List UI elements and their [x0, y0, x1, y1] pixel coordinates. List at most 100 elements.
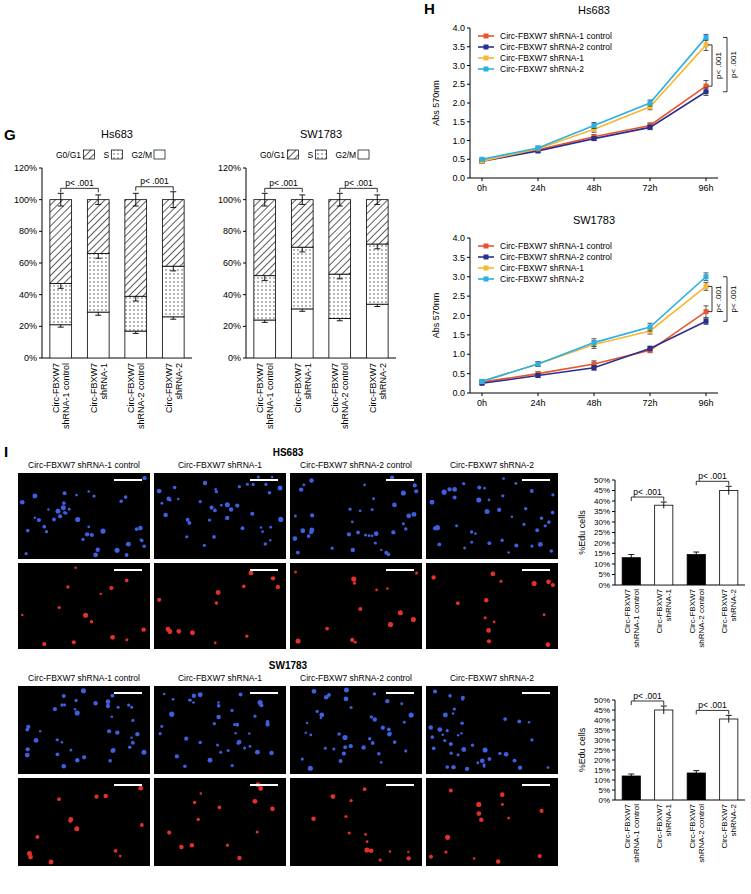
- error-cap: [374, 204, 380, 205]
- cell: [212, 535, 216, 539]
- y-tick-label: 0.0: [452, 173, 465, 183]
- scale-bar: [386, 479, 414, 481]
- cell: [74, 826, 79, 831]
- y-tick: [467, 334, 470, 335]
- x-tick-label: 48h: [586, 183, 601, 193]
- cell: [169, 712, 174, 717]
- cell: [208, 758, 213, 763]
- marker: [480, 379, 485, 384]
- y-tick: [39, 231, 42, 232]
- error-cap: [262, 280, 268, 281]
- cell: [246, 483, 249, 486]
- error-bar: [60, 193, 61, 206]
- cell: [66, 585, 69, 588]
- cell: [56, 752, 60, 756]
- cell: [74, 699, 77, 702]
- cell: [68, 508, 71, 511]
- marker: [704, 89, 709, 94]
- cell: [74, 708, 77, 711]
- x-tick-label: 72h: [642, 398, 657, 408]
- label-line: shRNA-2 control: [340, 363, 350, 429]
- cell: [451, 765, 455, 769]
- significance-bracket: [696, 481, 729, 485]
- y-tick-label: 3.0: [452, 272, 465, 282]
- cell: [266, 720, 270, 724]
- y-tick: [612, 750, 615, 751]
- cell: [351, 548, 356, 553]
- cell: [485, 509, 490, 514]
- cell: [319, 712, 324, 717]
- error-cap: [592, 132, 597, 133]
- error-cap: [58, 288, 64, 289]
- error-cap: [95, 315, 101, 316]
- cell: [530, 489, 534, 493]
- cell: [75, 758, 79, 762]
- marker: [480, 379, 485, 384]
- cell: [350, 638, 354, 642]
- cell: [61, 764, 66, 769]
- cell: [477, 486, 481, 490]
- marker: [536, 361, 541, 366]
- label-line: Circ-FBXW7: [330, 363, 340, 413]
- significance-bracket: [631, 497, 664, 501]
- cell: [404, 749, 407, 752]
- label-line: Circ-FBXW7: [293, 363, 303, 413]
- cell: [368, 534, 371, 537]
- y-tick: [612, 480, 615, 481]
- category-label: Circ-FBXW7shRNA-1 control: [623, 588, 641, 647]
- scale-bar: [522, 692, 550, 694]
- cell: [455, 524, 458, 527]
- cell: [497, 508, 501, 512]
- series-line: [482, 321, 706, 383]
- label-line: Circ-FBXW7: [368, 363, 378, 413]
- bar-segment: [366, 304, 388, 358]
- bar-segment: [254, 200, 276, 276]
- error-cap: [337, 193, 343, 194]
- y-tick-label: 15%: [594, 549, 610, 558]
- annotation: p< .001: [633, 691, 662, 701]
- cell: [511, 516, 514, 519]
- y-tick: [243, 168, 246, 169]
- cell: [127, 703, 130, 706]
- y-tick: [243, 326, 246, 327]
- error-bar: [98, 195, 99, 205]
- cell: [547, 766, 550, 769]
- error-bar: [696, 552, 697, 557]
- marker: [484, 45, 489, 50]
- error-cap: [299, 251, 305, 252]
- cell: [480, 758, 485, 763]
- cell: [535, 528, 539, 532]
- column-label: Circ-FBXW7 shRNA-2 control: [300, 673, 412, 683]
- cell: [103, 794, 108, 799]
- cell: [114, 849, 118, 853]
- cell: [25, 552, 28, 555]
- y-tick-label: 2.0: [452, 311, 465, 321]
- cell: [413, 483, 417, 487]
- annotation: p< .001: [269, 178, 298, 188]
- legend-label: Circ-FBXW7 shRNA-2 control: [500, 252, 612, 262]
- bar: [655, 505, 673, 585]
- y-tick-label: 2.5: [452, 291, 465, 301]
- label-line: Circ-FBXW7: [623, 803, 632, 848]
- cell: [294, 515, 297, 518]
- error-cap: [58, 206, 64, 207]
- label-line: shRNA-1: [303, 363, 313, 400]
- cell: [538, 542, 543, 547]
- cell: [446, 729, 449, 732]
- cell: [60, 703, 64, 707]
- cell: [242, 585, 246, 589]
- cell: [354, 641, 357, 644]
- cell: [87, 525, 90, 528]
- cell: [501, 803, 504, 806]
- y-tick-label: 0.0: [452, 388, 465, 398]
- error-cap: [704, 317, 709, 318]
- bar-segment: [366, 244, 388, 304]
- series-line: [482, 37, 706, 159]
- micrograph: [426, 563, 558, 649]
- error-bar: [339, 193, 340, 206]
- error-cap: [170, 319, 176, 320]
- cell: [72, 640, 76, 644]
- cell: [189, 699, 192, 702]
- cell: [543, 613, 546, 616]
- error-cap: [704, 40, 709, 41]
